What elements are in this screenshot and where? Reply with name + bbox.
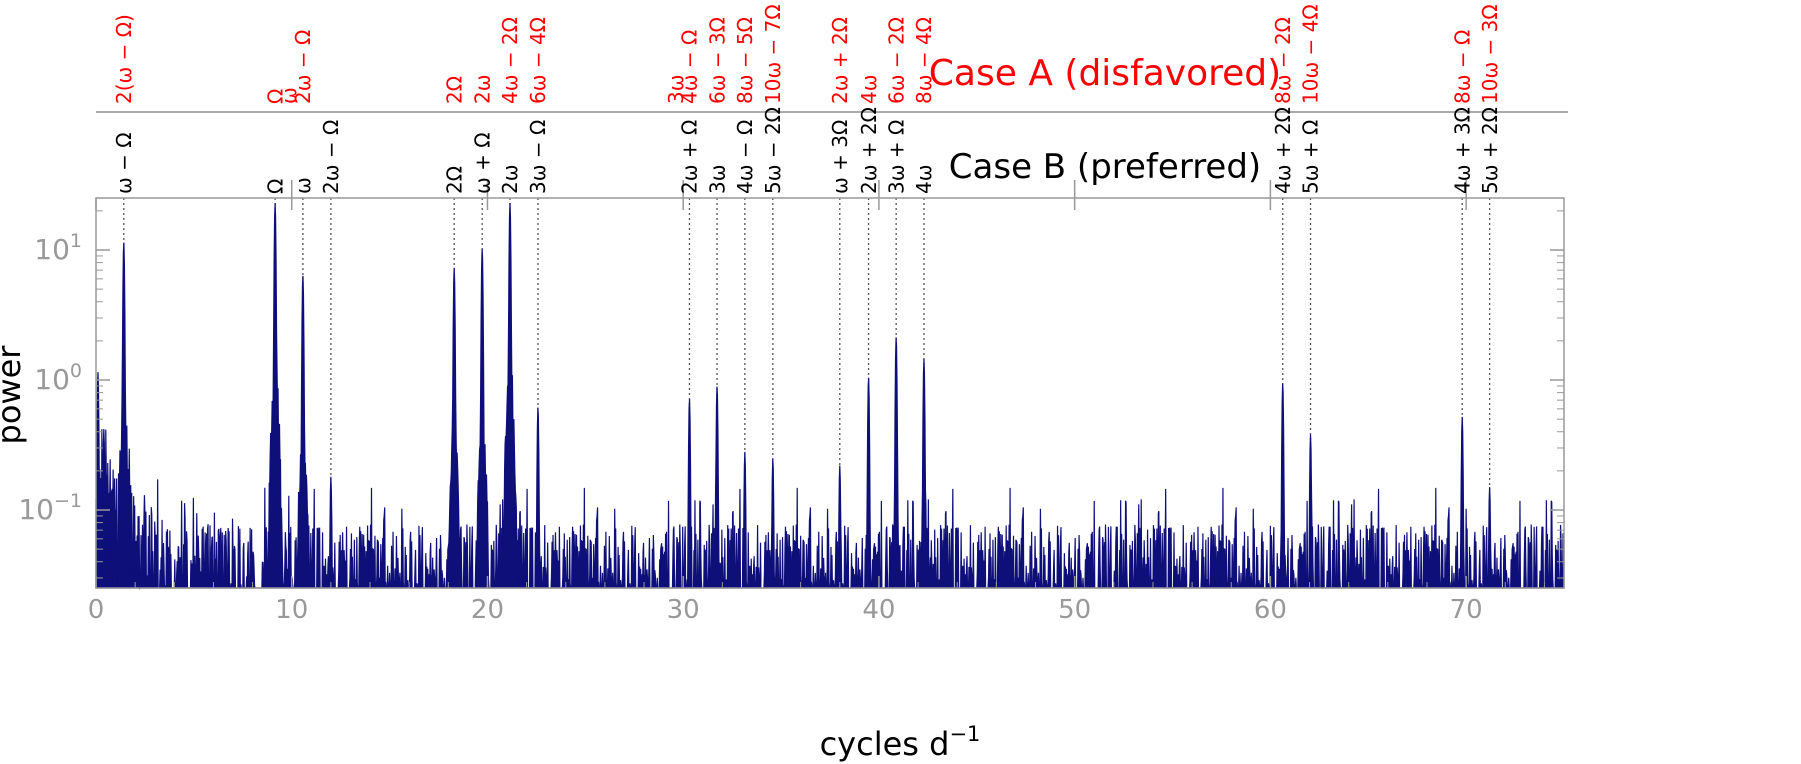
- x-axis-label-text: cycles d: [820, 725, 950, 763]
- case-b-label: 4ω + 3Ω: [1450, 107, 1474, 194]
- case-b-label: 4ω − Ω: [733, 120, 757, 194]
- case-b-label: 2ω − Ω: [319, 120, 343, 194]
- case-b-label: 5ω + 2Ω: [1478, 107, 1502, 194]
- spectrum-series: [95, 202, 1565, 591]
- case-a-label: 2ω: [470, 75, 494, 104]
- x-tick-label: 50: [1058, 595, 1091, 625]
- case-a-label: 8ω − 2Ω: [1271, 17, 1295, 104]
- x-tick-label: 10: [275, 595, 308, 625]
- x-tick-label: 20: [471, 595, 504, 625]
- x-tick-label: 70: [1450, 595, 1483, 625]
- x-tick-label: 40: [862, 595, 895, 625]
- case-b-label: ω: [291, 177, 315, 194]
- x-tick-label: 60: [1254, 595, 1287, 625]
- case-b-label: ω + 3Ω: [828, 120, 852, 194]
- case-a-label: 8ω − 4Ω: [912, 17, 936, 104]
- case-a-label: 4ω: [857, 75, 881, 104]
- x-tick-label: 30: [667, 595, 700, 625]
- case-b-label: 2ω: [498, 165, 522, 194]
- x-axis-label-exponent: −1: [949, 722, 980, 746]
- x-tick-label: 0: [88, 595, 105, 625]
- spectrum-line: [95, 202, 1565, 591]
- axis-ticks: 0 10 20 30 40 50 60 70 10−1 100 101: [18, 180, 1564, 625]
- case-a-label: 4ω − Ω: [678, 30, 702, 104]
- plot-frame: [95, 197, 1565, 589]
- case-a-label: 8ω − 5Ω: [733, 17, 757, 104]
- case-b-label: 5ω + Ω: [1299, 120, 1323, 194]
- case-b-label: 2ω + 2Ω: [857, 107, 881, 194]
- case-b-title: Case B (preferred): [949, 147, 1261, 187]
- case-a-label: 8ω − Ω: [1450, 30, 1474, 104]
- case-a-label: 2Ω: [442, 76, 466, 104]
- case-a-label: 2ω − Ω: [291, 30, 315, 104]
- case-a-label: 10ω − 4Ω: [1299, 4, 1323, 104]
- case-a-label: 6ω − 3Ω: [705, 17, 729, 104]
- y-tick-label: 100: [34, 360, 82, 396]
- case-b-label: 3ω + Ω: [884, 120, 908, 194]
- case-a-label: 2(ω − Ω): [112, 14, 136, 104]
- case-a-label: 6ω − 4Ω: [526, 17, 550, 104]
- case-a-label: Ω: [263, 89, 287, 104]
- x-axis-label: cycles d−1: [820, 722, 981, 763]
- case-b-label: Ω: [263, 179, 287, 194]
- case-a-label: ω: [277, 87, 301, 104]
- case-b-label: 2Ω: [442, 166, 466, 194]
- case-b-label: 2ω + Ω: [678, 120, 702, 194]
- case-b-label: 3ω: [705, 165, 729, 194]
- y-axis-label: power: [0, 345, 28, 445]
- case-b-label: 4ω + 2Ω: [1271, 107, 1295, 194]
- case-a-label: 10ω − 7Ω: [761, 4, 785, 104]
- case-a-label: 3ω: [664, 75, 688, 104]
- case-b-label: ω − Ω: [112, 132, 136, 194]
- y-tick-label: 10−1: [18, 490, 82, 526]
- case-b-label: 5ω − 2Ω: [761, 107, 785, 194]
- case-a-label: 2ω + 2Ω: [828, 17, 852, 104]
- case-b-label: 4ω: [912, 165, 936, 194]
- case-a-label: 6ω − 2Ω: [884, 17, 908, 104]
- case-b-label: ω + Ω: [470, 132, 494, 194]
- case-a-title: Case A (disfavored): [929, 53, 1281, 94]
- case-a-label: 4ω − 2Ω: [498, 17, 522, 104]
- case-a-label: 10ω − 3Ω: [1478, 4, 1502, 104]
- y-tick-label: 101: [34, 230, 82, 266]
- case-b-label: 3ω − Ω: [526, 120, 550, 194]
